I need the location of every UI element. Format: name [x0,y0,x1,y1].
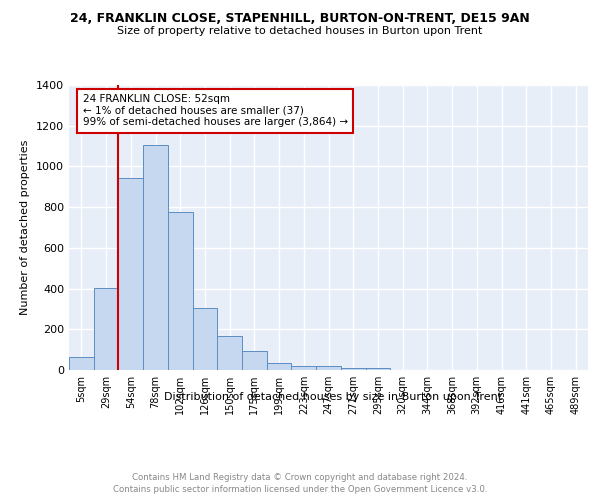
Bar [365,368,390,370]
Bar [94,288,118,370]
Text: Distribution of detached houses by size in Burton upon Trent: Distribution of detached houses by size … [164,392,502,402]
Bar [316,366,341,370]
Text: Contains public sector information licensed under the Open Government Licence v3: Contains public sector information licen… [113,485,487,494]
Text: 24, FRANKLIN CLOSE, STAPENHILL, BURTON-ON-TRENT, DE15 9AN: 24, FRANKLIN CLOSE, STAPENHILL, BURTON-O… [70,12,530,26]
Text: 24 FRANKLIN CLOSE: 52sqm
← 1% of detached houses are smaller (37)
99% of semi-de: 24 FRANKLIN CLOSE: 52sqm ← 1% of detache… [83,94,348,128]
Bar [242,350,267,370]
Bar [118,178,143,370]
Bar [341,368,365,370]
Text: Contains HM Land Registry data © Crown copyright and database right 2024.: Contains HM Land Registry data © Crown c… [132,472,468,482]
Bar [217,336,242,370]
Bar [168,212,193,370]
Bar [292,366,316,370]
Y-axis label: Number of detached properties: Number of detached properties [20,140,31,315]
Bar [267,363,292,370]
Bar [69,357,94,370]
Text: Size of property relative to detached houses in Burton upon Trent: Size of property relative to detached ho… [118,26,482,36]
Bar [143,145,168,370]
Bar [193,308,217,370]
